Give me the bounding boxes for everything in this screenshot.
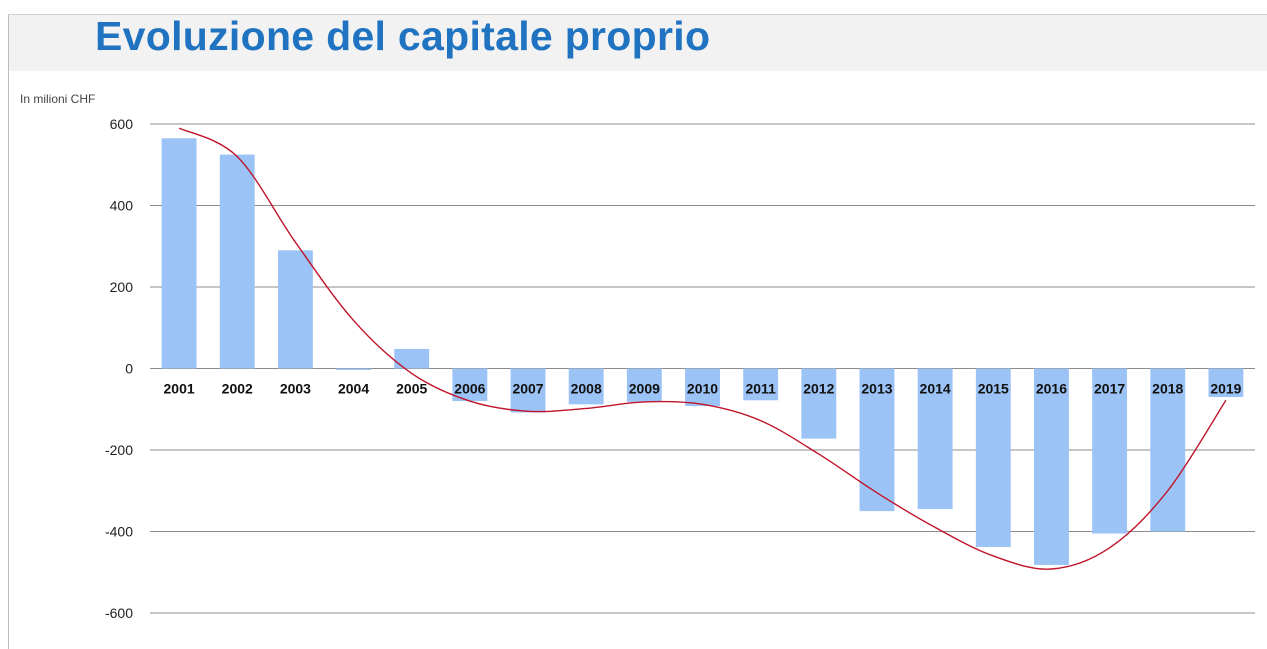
y-tick-label: -600	[105, 605, 133, 621]
bar-2005	[394, 348, 430, 369]
bar-2004	[336, 368, 371, 370]
x-tick-label: 2019	[1210, 381, 1241, 397]
x-tick-label: 2001	[164, 381, 195, 397]
bar-2016	[1034, 368, 1069, 565]
x-tick-label: 2016	[1036, 381, 1067, 397]
x-tick-label: 2007	[512, 381, 543, 397]
bar-2009	[626, 368, 662, 402]
y-tick-label: 600	[110, 116, 134, 132]
bar-2015	[975, 368, 1011, 547]
x-tick-label: 2010	[687, 381, 718, 397]
bar-2014	[917, 368, 953, 510]
x-tick-label: 2011	[745, 381, 776, 397]
bar-2007	[510, 368, 546, 413]
x-tick-label: 2012	[803, 381, 834, 397]
y-tick-label: 0	[125, 361, 133, 377]
bar-2003	[277, 250, 313, 369]
bar-2006	[452, 368, 488, 402]
x-tick-label: 2013	[861, 381, 892, 397]
bar-2019	[1208, 368, 1244, 398]
bar-2011	[743, 368, 779, 401]
chart-title: Evoluzione del capitale proprio	[95, 13, 711, 59]
x-tick-label: 2017	[1094, 381, 1125, 397]
bar-2017	[1092, 368, 1128, 534]
y-tick-label: 400	[110, 198, 134, 214]
title-band	[9, 15, 1267, 71]
x-tick-label: 2002	[222, 381, 253, 397]
x-tick-label: 2004	[338, 381, 369, 397]
x-tick-label: 2018	[1152, 381, 1183, 397]
y-tick-label: 200	[110, 279, 134, 295]
x-tick-label: 2015	[978, 381, 1009, 397]
bar-2010	[685, 368, 720, 406]
x-tick-label: 2008	[571, 381, 602, 397]
x-tick-label: 2005	[396, 381, 427, 397]
y-tick-label: -400	[105, 524, 133, 540]
x-tick-label: 2014	[920, 381, 951, 397]
x-tick-label: 2006	[454, 381, 485, 397]
bar-2008	[568, 368, 604, 405]
x-tick-label: 2003	[280, 381, 311, 397]
x-tick-label: 2009	[629, 381, 660, 397]
bar-2002	[219, 154, 255, 369]
trend-line	[178, 127, 1227, 570]
bar-2013	[859, 368, 895, 512]
bar-2012	[801, 368, 837, 439]
y-tick-label: -200	[105, 442, 133, 458]
bar-2001	[161, 138, 197, 369]
unit-label: In milioni CHF	[20, 92, 96, 106]
